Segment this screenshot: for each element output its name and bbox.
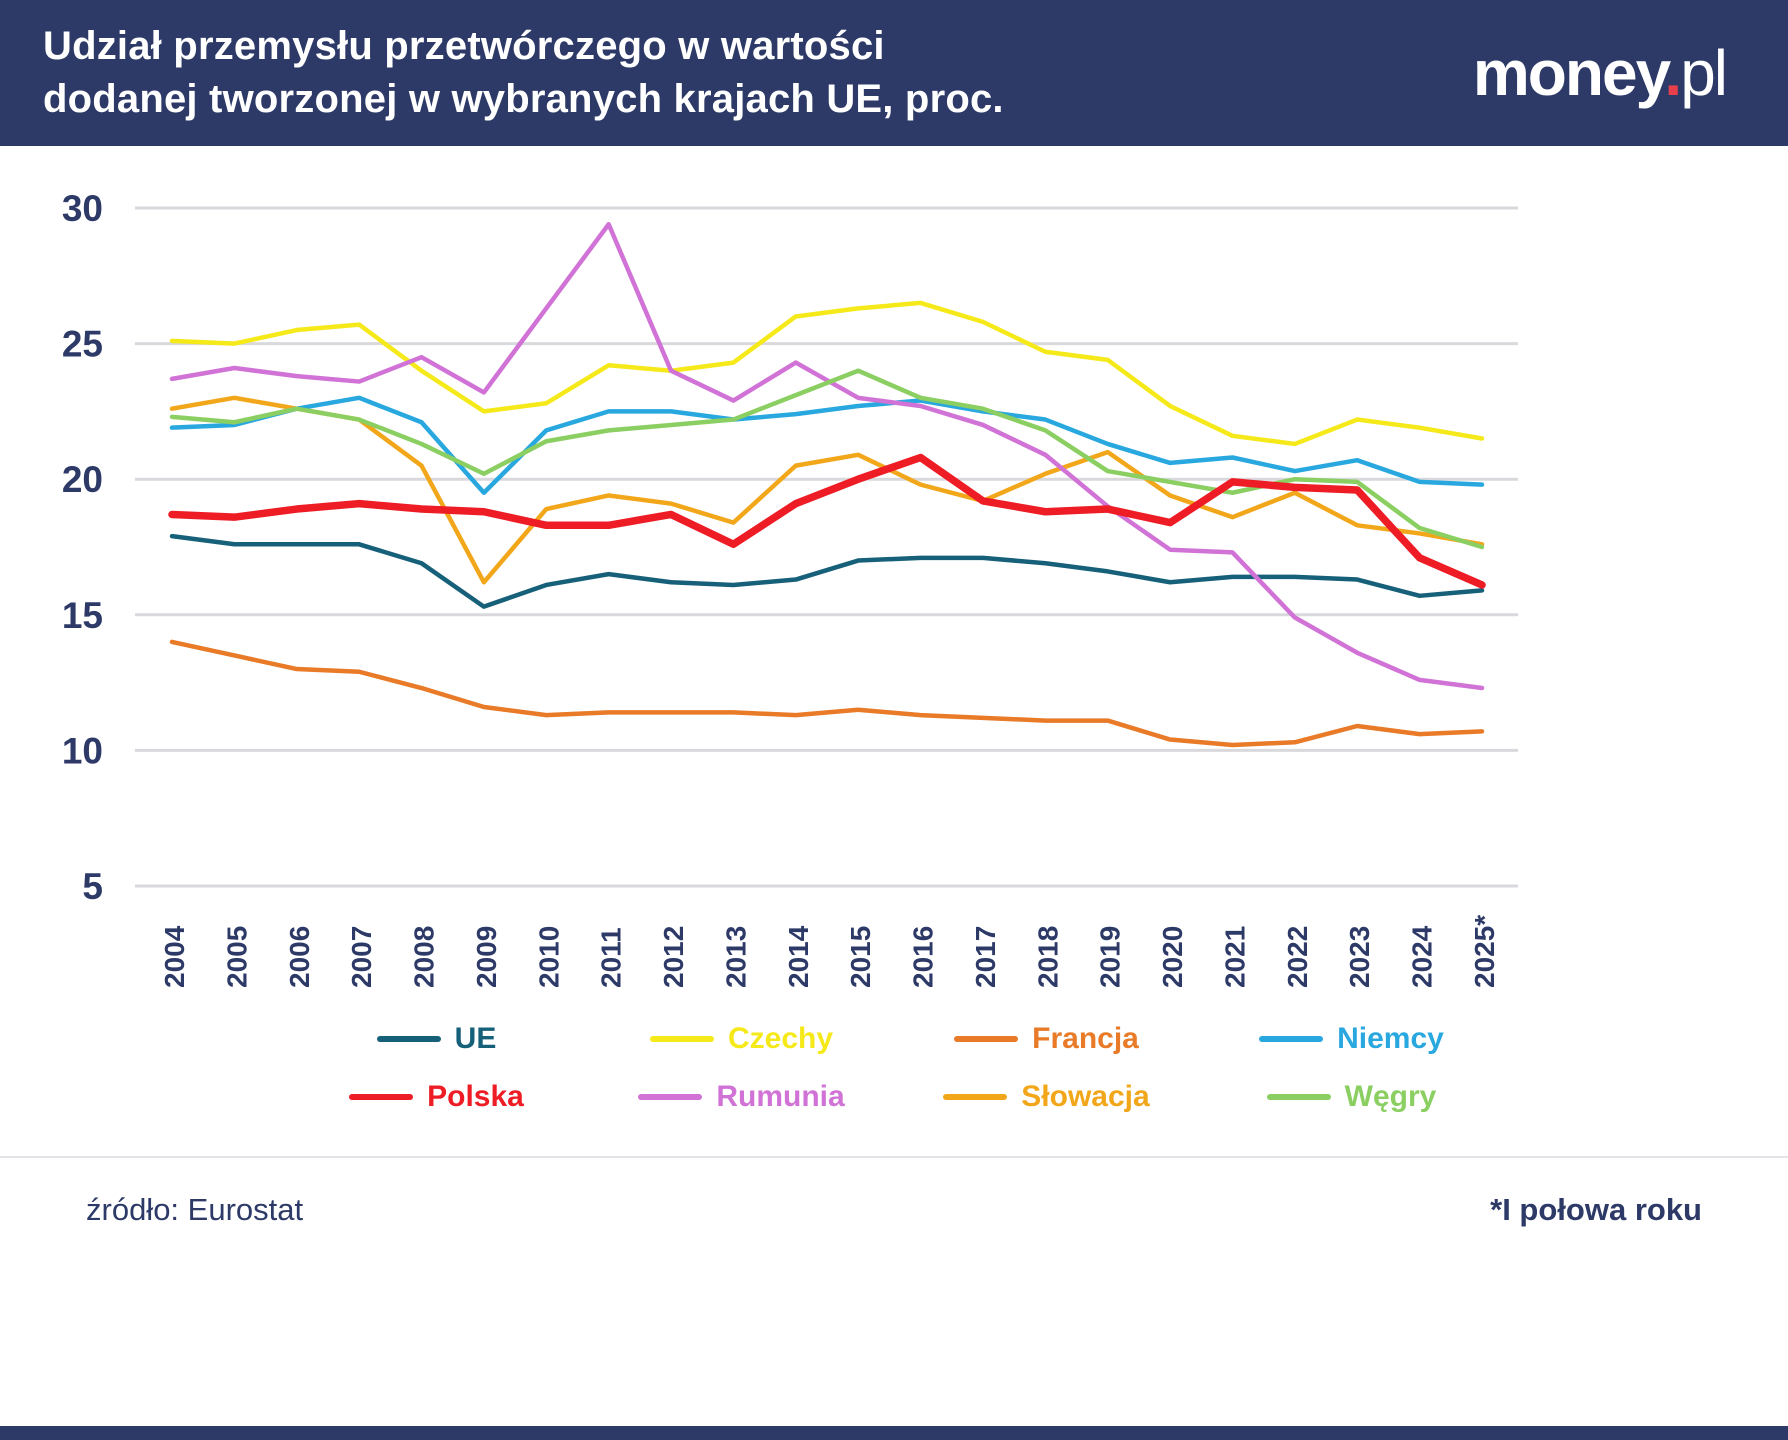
logo-text: money (1472, 37, 1667, 109)
footer: źródło: Eurostat *I połowa roku (0, 1192, 1788, 1228)
x-tick-label: 2011 (596, 927, 627, 988)
x-tick-label: 2015 (845, 926, 876, 988)
logo-tld: pl (1680, 37, 1728, 109)
series-line-rumunia (169, 222, 1485, 691)
line-chart: 30 25 20 15 10 5 2004 2005 2006 2007 2008 2009 2010 2… (0, 146, 1788, 1006)
legend-item-czechy: Czechy (589, 1022, 894, 1056)
legend-item-rumunia: Rumunia (589, 1080, 894, 1114)
legend-label: Słowacja (1021, 1080, 1150, 1113)
x-tick-label: 2009 (471, 926, 502, 988)
legend-swatch-icon (349, 1094, 414, 1100)
legend-swatch-icon (376, 1036, 441, 1042)
legend-item-polska: Polska (284, 1080, 589, 1114)
legend-label: Polska (427, 1080, 524, 1113)
x-tick-label: 2007 (346, 926, 377, 988)
legend-item-wgry: Węgry (1199, 1080, 1504, 1114)
x-tick-label: 2022 (1282, 926, 1313, 988)
legend-swatch-icon (649, 1036, 714, 1042)
footnote: *I połowa roku (1490, 1192, 1702, 1227)
x-tick-label: 2023 (1344, 926, 1375, 988)
x-tick-label: 2014 (783, 925, 814, 988)
x-tick-label: 2018 (1032, 926, 1063, 988)
legend-swatch-icon (943, 1094, 1008, 1100)
x-tick-label: 2019 (1095, 926, 1126, 988)
legend-label: Rumunia (716, 1080, 845, 1113)
legend-label: Czechy (727, 1022, 834, 1055)
legend-label: Niemcy (1337, 1022, 1444, 1055)
legend-item-ue: UE (284, 1022, 589, 1056)
x-tick-label: 2005 (221, 926, 252, 988)
series-line-niemcy (169, 395, 1485, 496)
page-title-line1: Udział przemysłu przetwórczego w wartośc… (43, 24, 885, 69)
legend-swatch-icon (638, 1094, 703, 1100)
legend-row: Polska Rumunia Słowacja Węgry (0, 1080, 1788, 1114)
logo-dot-icon: . (1664, 37, 1682, 109)
y-tick-label: 30 (62, 188, 103, 229)
legend-swatch-icon (1266, 1094, 1331, 1100)
moneypl-logo: money.pl (1472, 36, 1728, 110)
legend-label: Węgry (1344, 1080, 1437, 1113)
y-tick-label: 10 (62, 730, 103, 771)
x-tick-label: 2021 (1219, 926, 1250, 988)
page-title-line2: dodanej tworzonej w wybranych krajach UE… (43, 77, 1004, 121)
x-tick-label: 2008 (409, 926, 440, 988)
series-line-czechy (169, 300, 1485, 447)
page-title: Udział przemysłu przetwórczego w wartośc… (43, 20, 1004, 126)
x-tick-label: 2010 (533, 926, 564, 988)
x-tick-label: 2025* (1469, 915, 1500, 988)
y-tick-label: 15 (62, 595, 103, 636)
footer-divider (0, 1156, 1788, 1158)
legend-label: UE (454, 1022, 497, 1055)
legend-swatch-icon (954, 1036, 1019, 1042)
legend-item-niemcy: Niemcy (1199, 1022, 1504, 1056)
y-tick-label: 25 (62, 324, 103, 365)
series-line-polska (168, 453, 1486, 589)
x-tick-label: 2020 (1157, 926, 1188, 988)
legend-label: Francja (1032, 1022, 1139, 1055)
y-tick-label: 20 (62, 459, 103, 500)
legend-row: UE Czechy Francja Niemcy (0, 1022, 1788, 1056)
x-tick-label: 2024 (1407, 925, 1438, 988)
x-tick-label: 2016 (908, 926, 939, 988)
series-line-sowacja (169, 395, 1485, 585)
legend-swatch-icon (1259, 1036, 1324, 1042)
header: Udział przemysłu przetwórczego w wartośc… (0, 0, 1788, 146)
bottom-bar (0, 1426, 1788, 1440)
x-tick-label: 2013 (720, 926, 751, 988)
x-tick-label: 2017 (970, 926, 1001, 988)
y-tick-label: 5 (82, 866, 103, 907)
source-note: źródło: Eurostat (86, 1192, 304, 1227)
chart-legend: UE Czechy Francja Niemcy Polska Rumunia Słowac… (0, 1022, 1788, 1114)
legend-item-sowacja: Słowacja (894, 1080, 1199, 1114)
series-line-francja (169, 639, 1485, 748)
x-tick-label: 2004 (159, 925, 190, 988)
x-tick-label: 2006 (284, 926, 315, 988)
x-tick-label: 2012 (658, 926, 689, 988)
series-line-ue (169, 533, 1485, 609)
legend-item-francja: Francja (894, 1022, 1199, 1056)
